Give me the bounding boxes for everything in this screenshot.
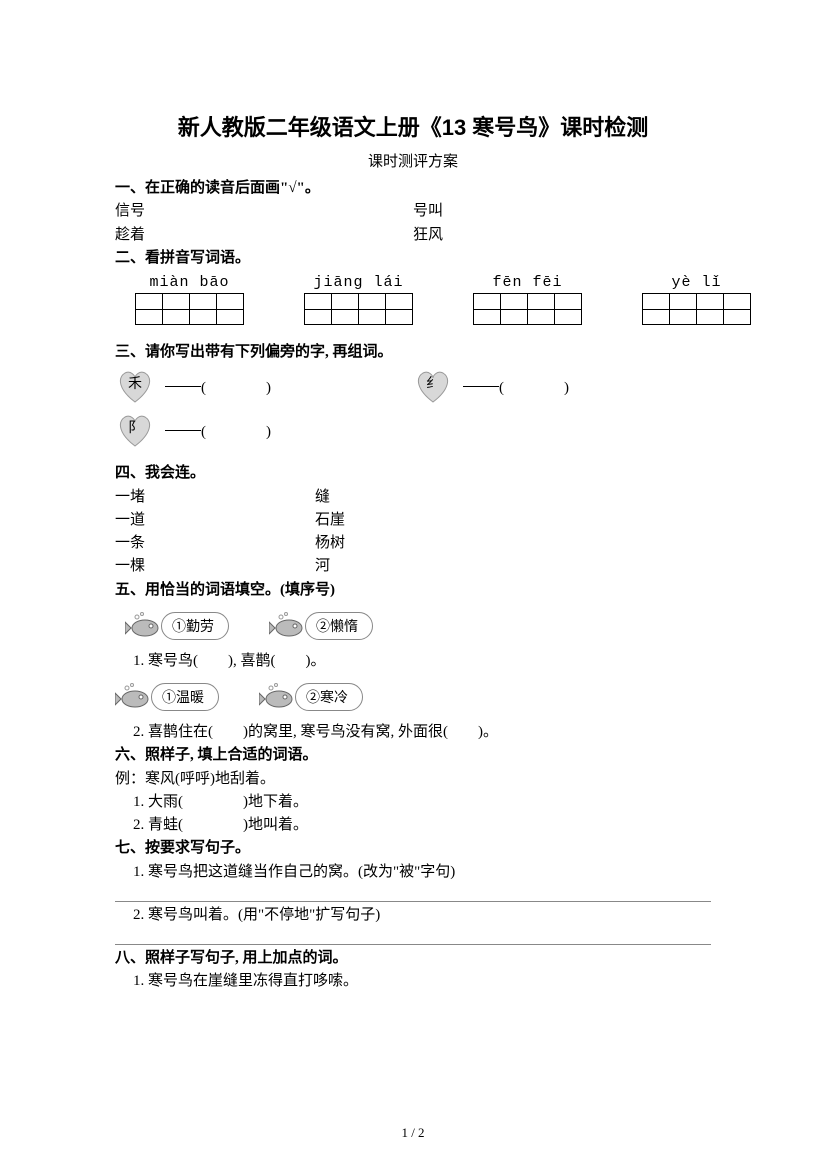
char-box[interactable]	[304, 293, 413, 325]
char-box[interactable]	[135, 293, 244, 325]
question-line: 1. 寒号鸟把这道缝当作自己的窝。(改为"被"字句)	[115, 861, 711, 884]
fish-icon	[125, 612, 163, 640]
pinyin-label: yè lǐ	[671, 274, 721, 291]
answer-line[interactable]	[115, 884, 711, 902]
pinyin-group: yè lǐ	[642, 274, 751, 325]
heart-icon: 禾	[115, 368, 155, 404]
fill-blank[interactable]	[463, 386, 499, 387]
match-table: 一堵 一道 一条 一棵 缝 石崖 杨树 河	[115, 486, 711, 579]
section-1-head: 一、在正确的读音后面画"√"。	[115, 177, 711, 200]
svg-text:阝: 阝	[128, 420, 142, 436]
heart-icon: 纟	[413, 368, 453, 404]
list-item: 缝	[315, 486, 711, 509]
pinyin-label: fēn fēi	[492, 274, 562, 291]
question-line: 2. 寒号鸟叫着。(用"不停地"扩写句子)	[115, 904, 711, 927]
list-item: 一棵	[115, 555, 315, 578]
choice-bubble: ②懒惰	[305, 612, 373, 640]
question-line: 2. 喜鹊住在( )的窝里, 寒号鸟没有窝, 外面很( )。	[115, 721, 711, 744]
choice-bubble: ①勤劳	[161, 612, 229, 640]
fish-icon	[259, 683, 297, 711]
s1-word-2b: 狂风	[413, 224, 711, 247]
heart-icon: 阝	[115, 412, 155, 448]
plan-subtitle: 课时测评方案	[115, 150, 711, 171]
choice-bubble: ①温暖	[151, 683, 219, 711]
section-2-head: 二、看拼音写词语。	[115, 247, 711, 270]
question-line: 1. 寒号鸟在崖缝里冻得直打哆嗦。	[115, 970, 711, 993]
question-line: 1. 寒号鸟( ), 喜鹊( )。	[115, 650, 711, 673]
example-line: 例：寒风(呼呼)地刮着。	[115, 768, 711, 791]
section-3-head: 三、请你写出带有下列偏旁的字, 再组词。	[115, 341, 711, 364]
s1-word-2a: 趁着	[115, 224, 413, 247]
pinyin-label: jiāng lái	[313, 274, 403, 291]
radical-row: 阝 ( )	[115, 412, 413, 448]
fill-blank[interactable]	[165, 386, 201, 387]
pinyin-group: fēn fēi	[473, 274, 582, 325]
question-line: 1. 大雨( )地下着。	[115, 791, 711, 814]
fish-icon	[115, 683, 153, 711]
page-title: 新人教版二年级语文上册《13 寒号鸟》课时检测	[115, 110, 711, 142]
radical-row: 禾 ( )	[115, 368, 413, 404]
paren-text: ( )	[201, 376, 271, 397]
fill-blank[interactable]	[165, 430, 201, 431]
pinyin-row: miàn bāo jiāng lái fēn fēi yè lǐ	[135, 274, 711, 325]
word-choice-row: ①温暖 ②寒冷	[115, 683, 711, 711]
svg-text:禾: 禾	[128, 376, 142, 392]
section-5-head: 五、用恰当的词语填空。(填序号)	[115, 579, 711, 602]
paren-text: ( )	[201, 420, 271, 441]
s1-word-1a: 信号	[115, 200, 413, 223]
s1-word-1b: 号叫	[413, 200, 711, 223]
char-box[interactable]	[642, 293, 751, 325]
list-item: 一条	[115, 532, 315, 555]
answer-line[interactable]	[115, 927, 711, 945]
list-item: 杨树	[315, 532, 711, 555]
section-4-head: 四、我会连。	[115, 462, 711, 485]
radical-row: 纟 ( )	[413, 368, 711, 404]
word-choice-row: ①勤劳 ②懒惰	[125, 612, 711, 640]
fish-icon	[269, 612, 307, 640]
pinyin-group: jiāng lái	[304, 274, 413, 325]
page-number: 1 / 2	[0, 1125, 826, 1141]
section-8-head: 八、照样子写句子, 用上加点的词。	[115, 947, 711, 970]
list-item: 一道	[115, 509, 315, 532]
section-7-head: 七、按要求写句子。	[115, 837, 711, 860]
section-6-head: 六、照样子, 填上合适的词语。	[115, 744, 711, 767]
char-box[interactable]	[473, 293, 582, 325]
svg-text:纟: 纟	[426, 376, 440, 392]
question-line: 2. 青蛙( )地叫着。	[115, 814, 711, 837]
choice-bubble: ②寒冷	[295, 683, 363, 711]
list-item: 石崖	[315, 509, 711, 532]
paren-text: ( )	[499, 376, 569, 397]
pinyin-label: miàn bāo	[149, 274, 229, 291]
list-item: 一堵	[115, 486, 315, 509]
pinyin-group: miàn bāo	[135, 274, 244, 325]
list-item: 河	[315, 555, 711, 578]
